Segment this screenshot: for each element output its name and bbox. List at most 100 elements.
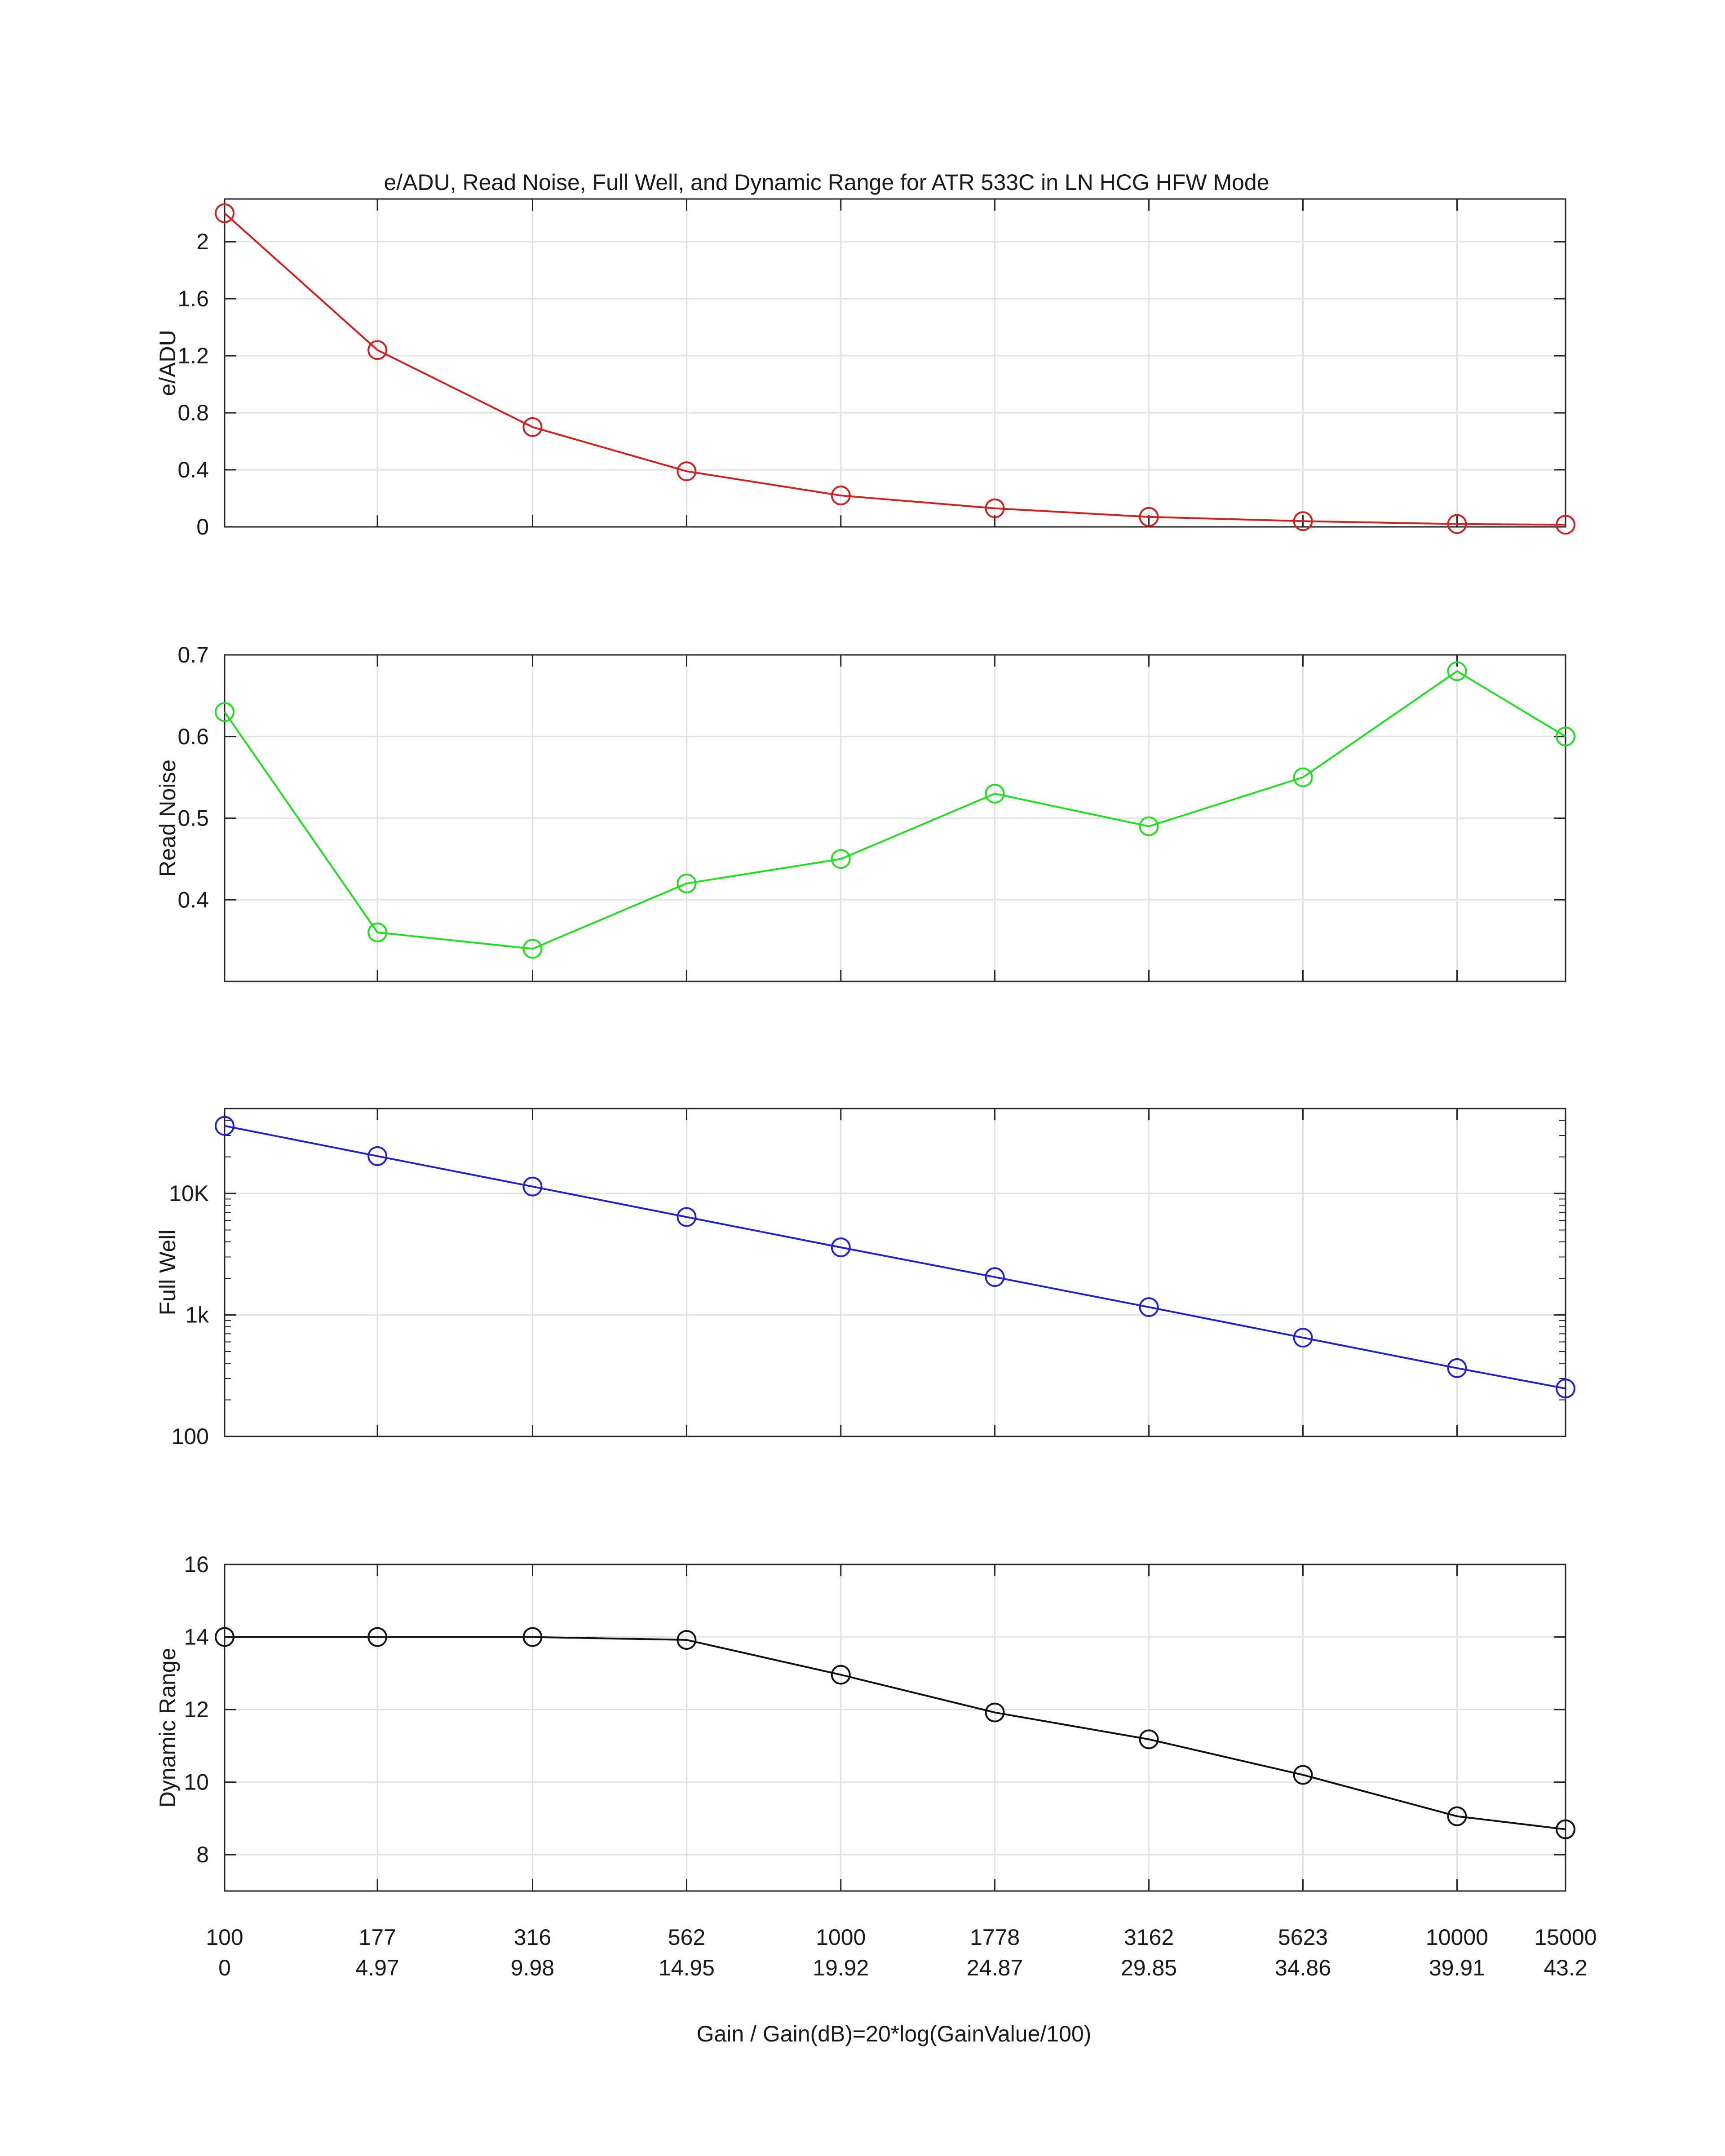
data-point [677, 1630, 697, 1650]
x-tick-label-db: 19.92 [813, 1955, 869, 1980]
data-point [677, 873, 697, 893]
x-axis-label: Gain / Gain(dB)=20*log(GainValue/100) [697, 2021, 1092, 2046]
series-line [225, 1636, 1566, 1830]
axes-box [224, 198, 1566, 528]
x-tick-label: 100 [206, 1925, 243, 1950]
data-point [522, 939, 543, 959]
x-tick-label-db: 14.95 [659, 1955, 715, 1980]
x-tick-label: 1000 [816, 1925, 866, 1950]
y-tick-label: 14 [184, 1625, 209, 1650]
y-tick-label: 0.7 [177, 642, 209, 667]
series-line [224, 212, 1566, 526]
y-tick-label: 1.6 [177, 286, 209, 311]
data-point [522, 1627, 543, 1647]
y-tick-label: 0 [196, 514, 209, 539]
y-tick-label: 2 [196, 229, 209, 254]
x-tick-label: 177 [358, 1925, 396, 1950]
data-point [1556, 726, 1575, 747]
data-point [1139, 1297, 1159, 1317]
data-point [367, 922, 388, 942]
panel-full-well: 100 1k 10K Full Well [155, 1108, 1575, 1449]
y-tick-label: 0.4 [177, 457, 209, 482]
x-tick-label-db: 29.85 [1121, 1955, 1177, 1980]
data-point [1139, 507, 1159, 527]
chart-title: e/ADU, Read Noise, Full Well, and Dynami… [384, 170, 1269, 195]
data-point [1556, 1378, 1575, 1399]
y-tick-label: 0.4 [177, 887, 209, 912]
x-tick-label-db: 4.97 [355, 1955, 399, 1980]
data-point [831, 1237, 851, 1258]
data-point [985, 1267, 1005, 1287]
data-point [1293, 1765, 1313, 1785]
x-tick-label: 10000 [1426, 1925, 1488, 1950]
x-tick-label-db: 34.86 [1275, 1955, 1331, 1980]
y-axis-label: Dynamic Range [155, 1648, 180, 1808]
data-point [677, 461, 697, 482]
y-tick-label: 8 [196, 1842, 209, 1867]
x-tick-label-db: 9.98 [511, 1955, 554, 1980]
panel-read-noise: 0.4 0.5 0.6 0.7 Read Noise [155, 642, 1575, 982]
y-tick-label: 0.5 [177, 806, 209, 831]
data-point [215, 203, 234, 223]
x-tick-label: 3162 [1124, 1925, 1174, 1950]
y-tick-label: 12 [184, 1697, 209, 1722]
data-point [1139, 816, 1159, 836]
x-tick-label: 562 [668, 1925, 705, 1950]
data-point [522, 417, 543, 437]
y-tick-label: 0.6 [177, 724, 209, 749]
y-axis-label: Read Noise [155, 760, 180, 877]
data-point [831, 486, 851, 506]
data-point [831, 1665, 851, 1685]
axes-box [224, 654, 1566, 982]
data-point [1293, 511, 1313, 531]
axes-box [224, 1564, 1566, 1892]
data-point [1556, 515, 1575, 535]
data-point [522, 1176, 543, 1197]
x-tick-label: 15000 [1534, 1925, 1597, 1950]
data-point [367, 1627, 388, 1647]
data-point [1293, 1328, 1313, 1348]
data-point [1447, 661, 1467, 681]
data-point [1556, 1819, 1575, 1839]
data-point [1447, 1358, 1467, 1378]
x-tick-label: 316 [514, 1925, 551, 1950]
x-tick-label-db: 24.87 [967, 1955, 1023, 1980]
data-point [1139, 1729, 1159, 1750]
data-point [677, 1207, 697, 1227]
x-tick-label: 5623 [1278, 1925, 1328, 1950]
data-point [985, 498, 1005, 518]
axes-box [224, 1108, 1566, 1437]
data-point [985, 783, 1005, 804]
x-tick-labels: 10001774.973169.9856214.95100019.9217782… [206, 1925, 1597, 1980]
y-tick-label: 100 [172, 1424, 209, 1449]
x-tick-label-db: 39.91 [1429, 1955, 1485, 1980]
data-point [215, 1116, 234, 1136]
panel-e-adu: 0 0.4 0.8 1.2 1.6 2 e/ADU [155, 198, 1575, 539]
data-point [367, 340, 388, 360]
data-point [1447, 1806, 1467, 1826]
series-line [224, 670, 1566, 950]
y-tick-label: 1.2 [177, 343, 209, 368]
data-point [831, 849, 851, 869]
y-axis-label: Full Well [155, 1230, 180, 1316]
data-point [215, 702, 234, 722]
y-tick-label: 16 [184, 1552, 209, 1577]
y-tick-label: 0.8 [177, 400, 209, 425]
x-tick-label-db: 43.2 [1544, 1955, 1587, 1980]
data-point [1447, 514, 1467, 534]
x-tick-label-db: 0 [218, 1955, 231, 1980]
data-point [1293, 767, 1313, 787]
y-tick-label: 1k [185, 1303, 209, 1328]
data-point [367, 1146, 388, 1166]
data-point [985, 1702, 1005, 1723]
panels: 0 0.4 0.8 1.2 1.6 2 e/ADU 0.4 0.5 0.6 0.7 Read Nois… [155, 198, 1575, 1892]
x-tick-label: 1778 [970, 1925, 1020, 1950]
y-tick-label: 10 [184, 1770, 209, 1795]
data-point [215, 1627, 234, 1647]
y-tick-label: 10K [169, 1181, 209, 1206]
series-line [224, 1125, 1566, 1390]
y-axis-label: e/ADU [155, 330, 180, 396]
panel-dynamic-range: 8 10 12 14 16 Dynamic Range [155, 1552, 1575, 1892]
